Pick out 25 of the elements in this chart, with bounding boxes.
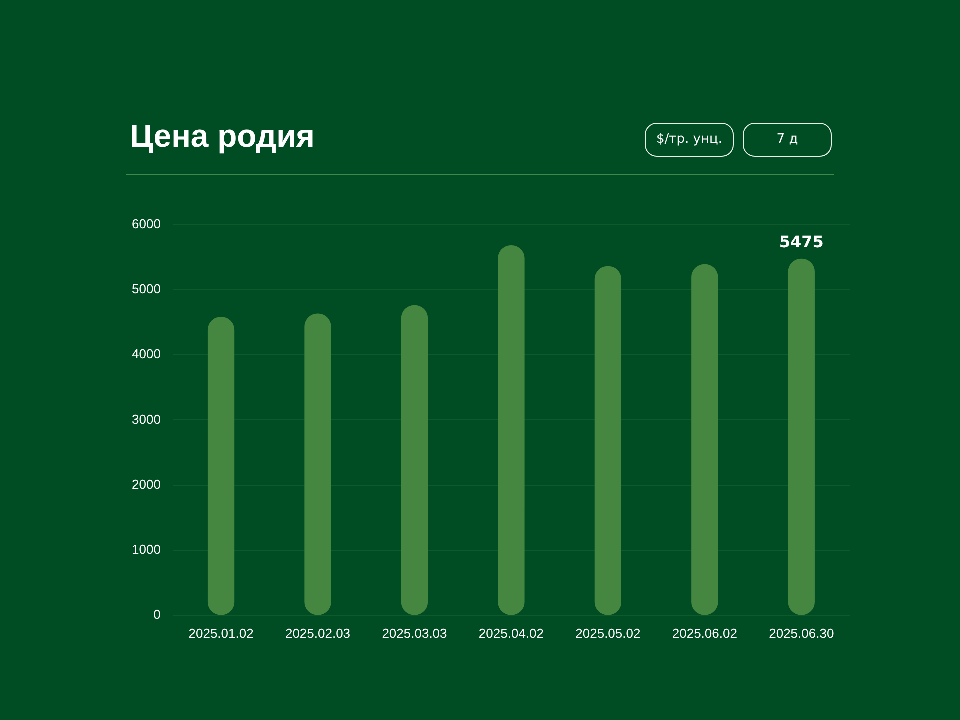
- y-tick-label: 2000: [132, 476, 161, 492]
- bar: [401, 305, 428, 616]
- x-tick-label: 2025.01.02: [188, 626, 254, 641]
- y-tick-label: 3000: [132, 412, 161, 427]
- y-tick-label: 6000: [132, 216, 161, 232]
- text: $/тр. унц.: [645, 123, 734, 157]
- x-tick-label: 2025.05.02: [576, 626, 641, 641]
- bar: [304, 314, 332, 616]
- data-label: 5475: [779, 232, 824, 252]
- x-tick-label: 2025.06.02: [672, 626, 738, 641]
- chart-title: Цена родия: [130, 118, 315, 155]
- x-tick-label: 2025.06.30: [769, 626, 834, 641]
- text: 7 д: [743, 123, 832, 157]
- x-tick-label: 2025.03.03: [382, 626, 448, 641]
- x-tick-label: 2025.04.02: [478, 626, 544, 641]
- bar: [692, 264, 718, 616]
- bar: [208, 317, 235, 616]
- y-tick-label: 1000: [132, 542, 161, 557]
- y-tick-label: 4000: [132, 346, 161, 362]
- y-tick-label: 0: [154, 606, 161, 622]
- x-tick-label: 2025.02.03: [285, 626, 351, 641]
- y-tick-label: 5000: [132, 282, 161, 297]
- bar: [498, 245, 525, 616]
- bar: [594, 266, 622, 616]
- bar: [788, 258, 815, 616]
